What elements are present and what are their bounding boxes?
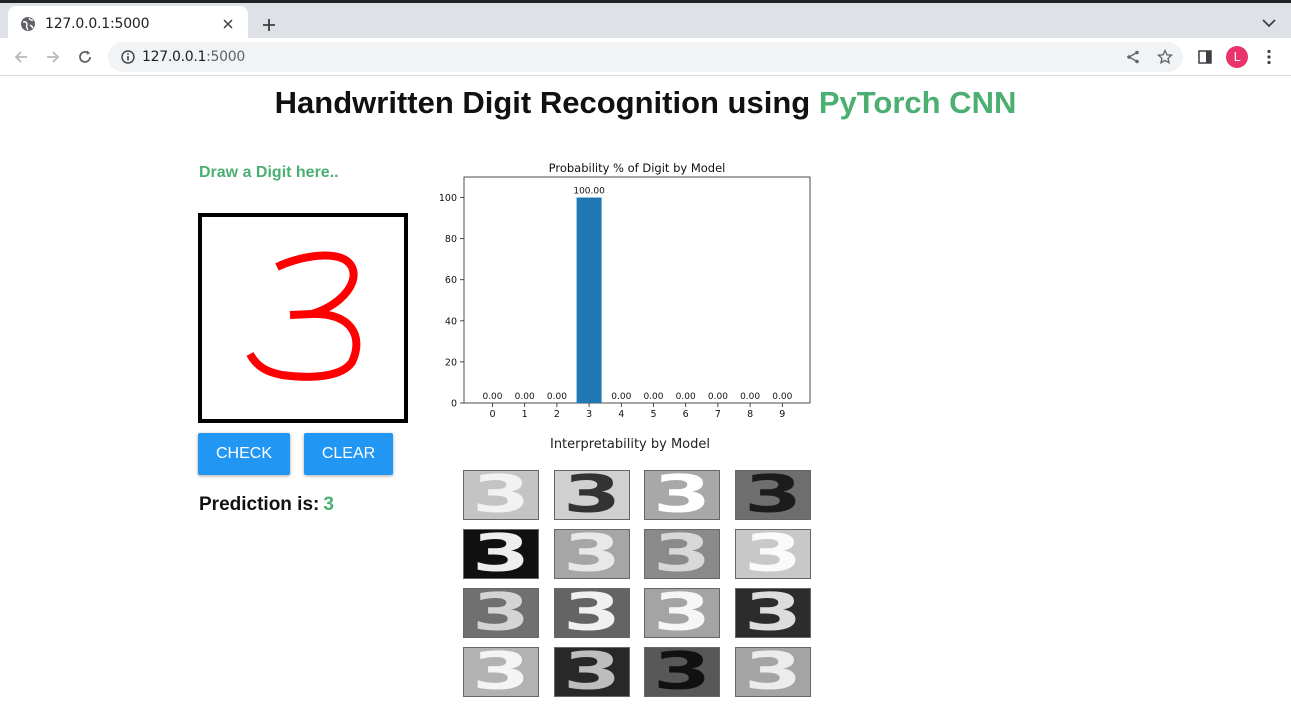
feature-map-tile: 3 (735, 529, 812, 579)
x-tick-label: 4 (618, 409, 624, 420)
y-tick-label: 0 (451, 399, 457, 410)
y-tick-label: 20 (445, 357, 457, 368)
info-icon[interactable] (120, 49, 136, 65)
clear-button[interactable]: CLEAR (304, 433, 393, 475)
feature-map-glyph: 3 (562, 588, 621, 638)
draw-label: Draw a Digit here.. (199, 164, 339, 181)
feature-map-tile: 3 (644, 470, 721, 520)
feature-map-glyph: 3 (562, 470, 621, 520)
x-tick-label: 8 (747, 409, 753, 420)
data-label: 0.00 (515, 392, 535, 402)
x-tick-label: 0 (489, 409, 495, 420)
side-panel-icon[interactable] (1191, 43, 1219, 71)
feature-map-glyph: 3 (472, 470, 530, 520)
y-tick-label: 100 (439, 193, 457, 204)
feature-map-tile: 3 (463, 529, 539, 579)
chevron-down-icon[interactable] (1259, 13, 1279, 33)
feature-map-tile: 3 (463, 470, 539, 520)
feature-map-tile: 3 (463, 647, 539, 697)
feature-map-glyph: 3 (744, 588, 803, 638)
feature-map-tile: 3 (644, 588, 721, 638)
feature-map-glyph: 3 (472, 529, 530, 579)
data-label: 0.00 (708, 392, 728, 402)
probability-chart: Probability % of Digit by Model 0 20 40 60 8… (425, 157, 825, 427)
url-port: :5000 (206, 49, 245, 65)
forward-arrow-icon[interactable] (39, 43, 67, 71)
page-title-accent: PyTorch CNN (818, 85, 1017, 120)
tab-strip: 127.0.0.1:5000 (0, 0, 1291, 41)
feature-map-tile: 3 (735, 647, 812, 697)
y-tick-label: 40 (445, 316, 457, 327)
share-icon[interactable] (1121, 42, 1145, 72)
feature-map-glyph: 3 (562, 647, 621, 697)
x-tick-label: 9 (779, 409, 785, 420)
globe-icon (20, 16, 36, 32)
data-label: 0.00 (482, 392, 502, 402)
feature-map-glyph: 3 (653, 647, 712, 697)
star-icon[interactable] (1153, 42, 1177, 72)
data-label: 0.00 (611, 392, 631, 402)
data-label: 0.00 (772, 392, 792, 402)
page-content: Handwritten Digit Recognition using PyTo… (0, 77, 1291, 727)
feature-map-glyph: 3 (472, 647, 530, 697)
bar-digit-3 (576, 197, 602, 403)
feature-map-tile: 3 (735, 588, 812, 638)
check-button[interactable]: CHECK (198, 433, 290, 475)
feature-map-tile: 3 (463, 588, 539, 638)
y-tick-label: 60 (445, 275, 457, 286)
prediction-value: 3 (323, 494, 334, 515)
profile-avatar[interactable]: L (1223, 43, 1251, 71)
reload-icon[interactable] (71, 43, 99, 71)
feature-map-glyph: 3 (472, 588, 530, 638)
back-arrow-icon[interactable] (7, 43, 35, 71)
data-label: 0.00 (740, 392, 760, 402)
feature-map-glyph: 3 (744, 470, 803, 520)
x-tick-label: 7 (715, 409, 721, 420)
data-label: 0.00 (676, 392, 696, 402)
drawn-digit-stroke (246, 251, 361, 381)
prediction-label: Prediction is: (199, 494, 320, 515)
tab-title: 127.0.0.1:5000 (45, 15, 150, 32)
address-bar[interactable]: 127.0.0.1:5000 (108, 42, 1183, 72)
feature-map-tile: 3 (553, 470, 630, 520)
data-label: 100.00 (573, 187, 605, 197)
feature-map-tile: 3 (553, 588, 630, 638)
x-tick-label: 6 (683, 409, 689, 420)
close-icon[interactable] (218, 14, 238, 34)
feature-map-glyph: 3 (562, 529, 621, 579)
url-text: 127.0.0.1:5000 (142, 49, 245, 65)
interpretability-title: Interpretability by Model (549, 437, 710, 452)
chart-title: Probability % of Digit by Model (549, 161, 726, 175)
data-label: 0.00 (547, 392, 567, 402)
url-host: 127.0.0.1 (142, 49, 207, 65)
drawing-canvas[interactable] (198, 213, 408, 423)
feature-map-tile: 3 (553, 529, 630, 579)
y-tick-label: 80 (445, 234, 457, 245)
feature-map-tile: 3 (553, 647, 630, 697)
x-tick-label: 2 (554, 409, 560, 420)
probability-chart-svg: Probability % of Digit by Model 02040608… (439, 161, 811, 420)
prediction-text: Prediction is: 3 (199, 494, 334, 516)
feature-map-glyph: 3 (653, 470, 712, 520)
feature-map-tile: 3 (644, 647, 721, 697)
x-tick-label: 3 (586, 409, 592, 420)
feature-map-glyph: 3 (653, 588, 712, 638)
feature-map-glyph: 3 (744, 529, 803, 579)
page-title: Handwritten Digit Recognition using PyTo… (0, 85, 1291, 121)
feature-map-tile: 3 (644, 529, 721, 579)
browser-tab[interactable]: 127.0.0.1:5000 (8, 6, 248, 41)
feature-map-glyph: 3 (653, 529, 712, 579)
x-tick-label: 1 (522, 409, 528, 420)
feature-map-tile: 3 (735, 470, 812, 520)
data-label: 0.00 (643, 392, 663, 402)
feature-map-glyph: 3 (744, 647, 803, 697)
plus-icon[interactable] (256, 12, 282, 38)
plot-frame (463, 176, 811, 404)
page-title-main: Handwritten Digit Recognition using (274, 85, 819, 120)
browser-toolbar: 127.0.0.1:5000 L (0, 38, 1291, 76)
avatar: L (1226, 46, 1248, 68)
kebab-menu-icon[interactable] (1255, 43, 1283, 71)
x-tick-label: 5 (650, 409, 656, 420)
